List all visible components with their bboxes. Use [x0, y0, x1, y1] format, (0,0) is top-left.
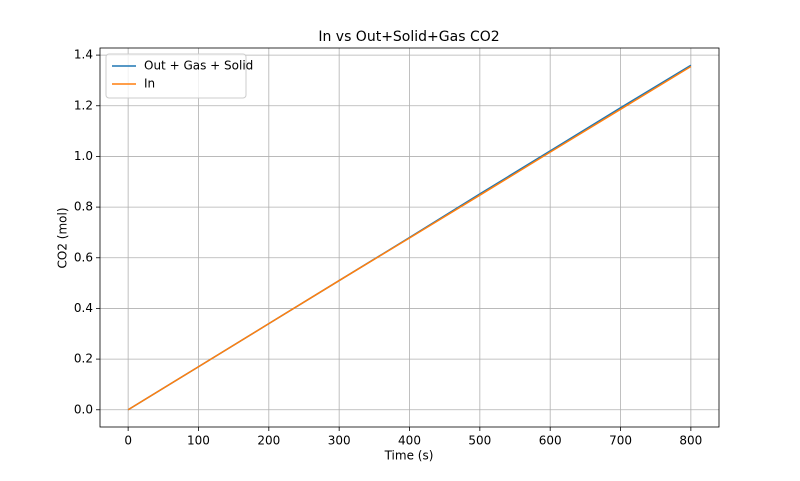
- legend-label: Out + Gas + Solid: [144, 59, 253, 73]
- y-axis-label: CO2 (mol): [56, 207, 70, 268]
- x-tick-label: 100: [187, 434, 210, 448]
- y-tick-label: 0.6: [74, 250, 93, 264]
- x-tick-label: 0: [124, 434, 132, 448]
- chart-title: In vs Out+Solid+Gas CO2: [318, 29, 499, 45]
- legend-label: In: [144, 77, 155, 91]
- x-tick-label: 400: [398, 434, 421, 448]
- y-tick-label: 0.8: [74, 200, 93, 214]
- y-tick-label: 0.0: [74, 402, 93, 416]
- x-tick-label: 700: [609, 434, 632, 448]
- line-series: [127, 65, 692, 411]
- y-tick-label: 0.2: [74, 352, 93, 366]
- y-tick-label: 1.2: [74, 98, 93, 112]
- y-tick-label: 1.0: [74, 149, 93, 163]
- x-tick-label: 300: [328, 434, 351, 448]
- x-axis-label: Time (s): [384, 449, 434, 463]
- y-tick-label: 1.4: [74, 48, 93, 62]
- x-tick-label: 500: [468, 434, 491, 448]
- x-tick-label: 600: [539, 434, 562, 448]
- x-tick-label: 800: [679, 434, 702, 448]
- plot-frame: [99, 47, 720, 428]
- y-tick-label: 0.4: [74, 301, 93, 315]
- legend-box: [105, 53, 247, 99]
- x-tick-label: 200: [257, 434, 280, 448]
